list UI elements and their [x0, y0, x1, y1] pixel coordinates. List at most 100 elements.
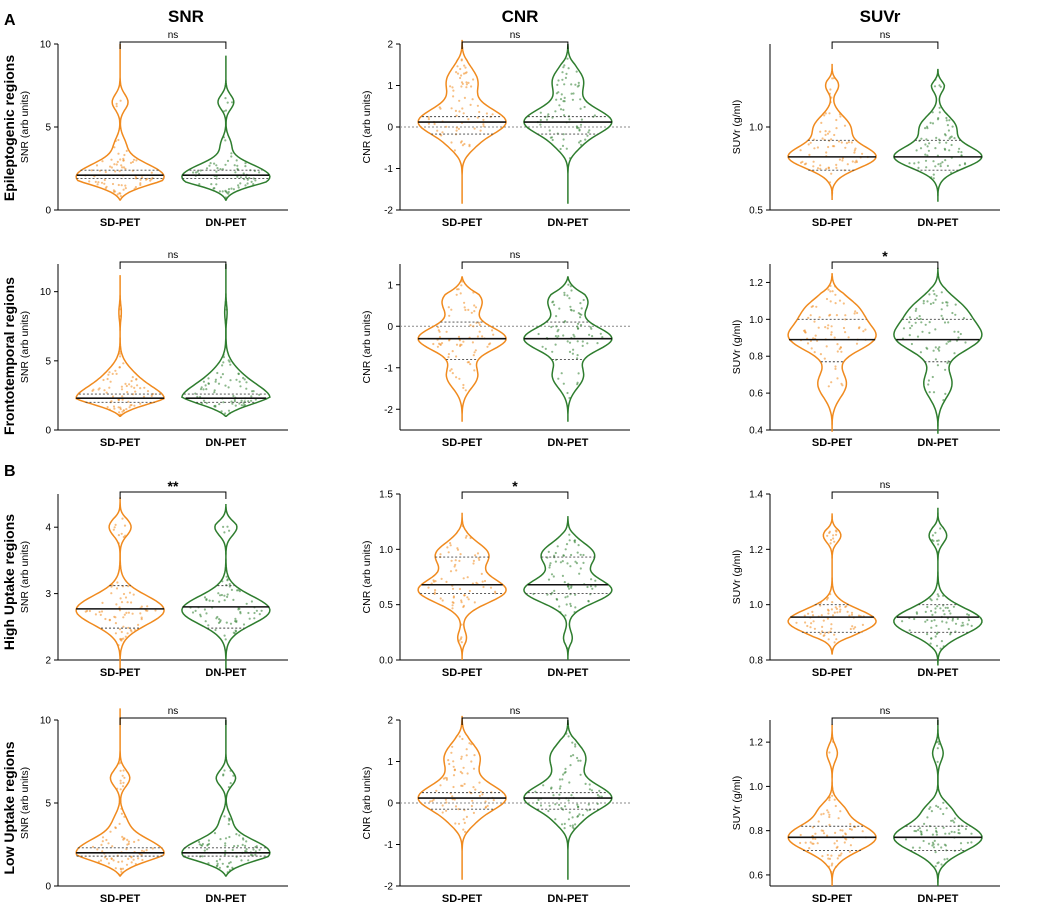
data-point	[117, 534, 120, 537]
data-point	[456, 288, 459, 291]
data-point	[462, 383, 465, 387]
data-point	[481, 580, 484, 583]
data-point	[564, 76, 568, 79]
data-point	[432, 798, 435, 801]
data-point	[441, 131, 444, 134]
data-point	[209, 162, 212, 165]
data-point	[855, 160, 859, 164]
data-point	[945, 807, 948, 810]
data-point	[250, 395, 253, 398]
data-point	[130, 630, 133, 633]
data-point	[229, 861, 232, 864]
data-point	[923, 822, 926, 826]
data-point	[218, 866, 221, 869]
y-tick-label: 1.0	[749, 315, 763, 326]
data-point	[566, 562, 569, 565]
data-point	[214, 380, 217, 383]
data-point	[832, 77, 836, 80]
data-point	[579, 143, 583, 146]
data-point	[536, 801, 539, 805]
data-point	[568, 533, 571, 536]
data-point	[228, 835, 231, 839]
data-point	[820, 121, 823, 124]
x-category-label: SD-PET	[812, 437, 853, 449]
data-point	[945, 116, 948, 120]
data-point	[478, 794, 481, 798]
data-point	[936, 118, 940, 121]
data-point	[948, 137, 951, 140]
points-group	[91, 761, 154, 876]
data-point	[590, 327, 593, 330]
data-point	[908, 629, 911, 632]
data-point	[224, 837, 228, 840]
significance-bracket	[119, 261, 227, 269]
data-point	[934, 346, 937, 349]
data-point	[576, 325, 579, 328]
data-point	[547, 578, 551, 581]
data-point	[146, 390, 150, 393]
data-point	[837, 140, 841, 143]
data-point	[601, 336, 604, 339]
y-axis-label: SNR (arb units)	[19, 91, 31, 163]
data-point	[548, 804, 551, 807]
y-tick-label: 1	[387, 81, 393, 92]
data-point	[445, 801, 448, 804]
data-point	[576, 381, 579, 384]
data-point	[844, 146, 847, 149]
data-point	[132, 158, 136, 161]
data-point	[547, 809, 550, 813]
data-point	[565, 543, 569, 546]
data-point	[145, 849, 148, 852]
data-point	[926, 605, 929, 609]
significance-bracket	[461, 41, 569, 49]
data-point	[958, 147, 961, 150]
data-point	[579, 98, 582, 101]
data-point	[119, 158, 122, 161]
data-point	[466, 361, 469, 364]
data-point	[222, 401, 225, 404]
data-point	[559, 785, 562, 788]
data-point	[230, 588, 233, 592]
data-point	[203, 849, 206, 852]
data-point	[828, 751, 831, 754]
data-point	[455, 293, 458, 296]
data-point	[807, 143, 810, 146]
data-point	[938, 141, 941, 144]
data-point	[105, 838, 108, 842]
data-point	[227, 786, 230, 789]
data-point	[957, 150, 960, 153]
data-point	[139, 387, 142, 390]
data-point	[215, 164, 218, 167]
data-point	[120, 184, 123, 187]
data-point	[936, 74, 940, 77]
data-point	[950, 819, 953, 822]
data-point	[964, 827, 968, 831]
points-group	[91, 308, 155, 417]
data-point	[226, 593, 229, 596]
data-point	[127, 857, 130, 861]
data-point	[808, 847, 811, 850]
data-point	[934, 635, 937, 638]
data-point	[465, 81, 468, 84]
data-point	[119, 414, 122, 417]
data-point	[215, 617, 218, 620]
data-point	[204, 620, 207, 623]
data-point	[106, 377, 109, 381]
data-point	[458, 377, 461, 380]
data-point	[947, 321, 950, 324]
data-point	[253, 611, 256, 615]
data-point	[207, 839, 210, 842]
data-point	[454, 822, 457, 825]
data-point	[476, 552, 480, 555]
data-point	[222, 525, 225, 529]
data-point	[464, 72, 467, 75]
data-point	[218, 403, 221, 406]
data-point	[827, 865, 831, 868]
data-point	[567, 283, 570, 286]
data-point	[150, 171, 153, 174]
data-point	[91, 845, 95, 848]
data-point	[226, 865, 229, 868]
data-point	[831, 794, 834, 797]
data-point	[581, 814, 585, 817]
